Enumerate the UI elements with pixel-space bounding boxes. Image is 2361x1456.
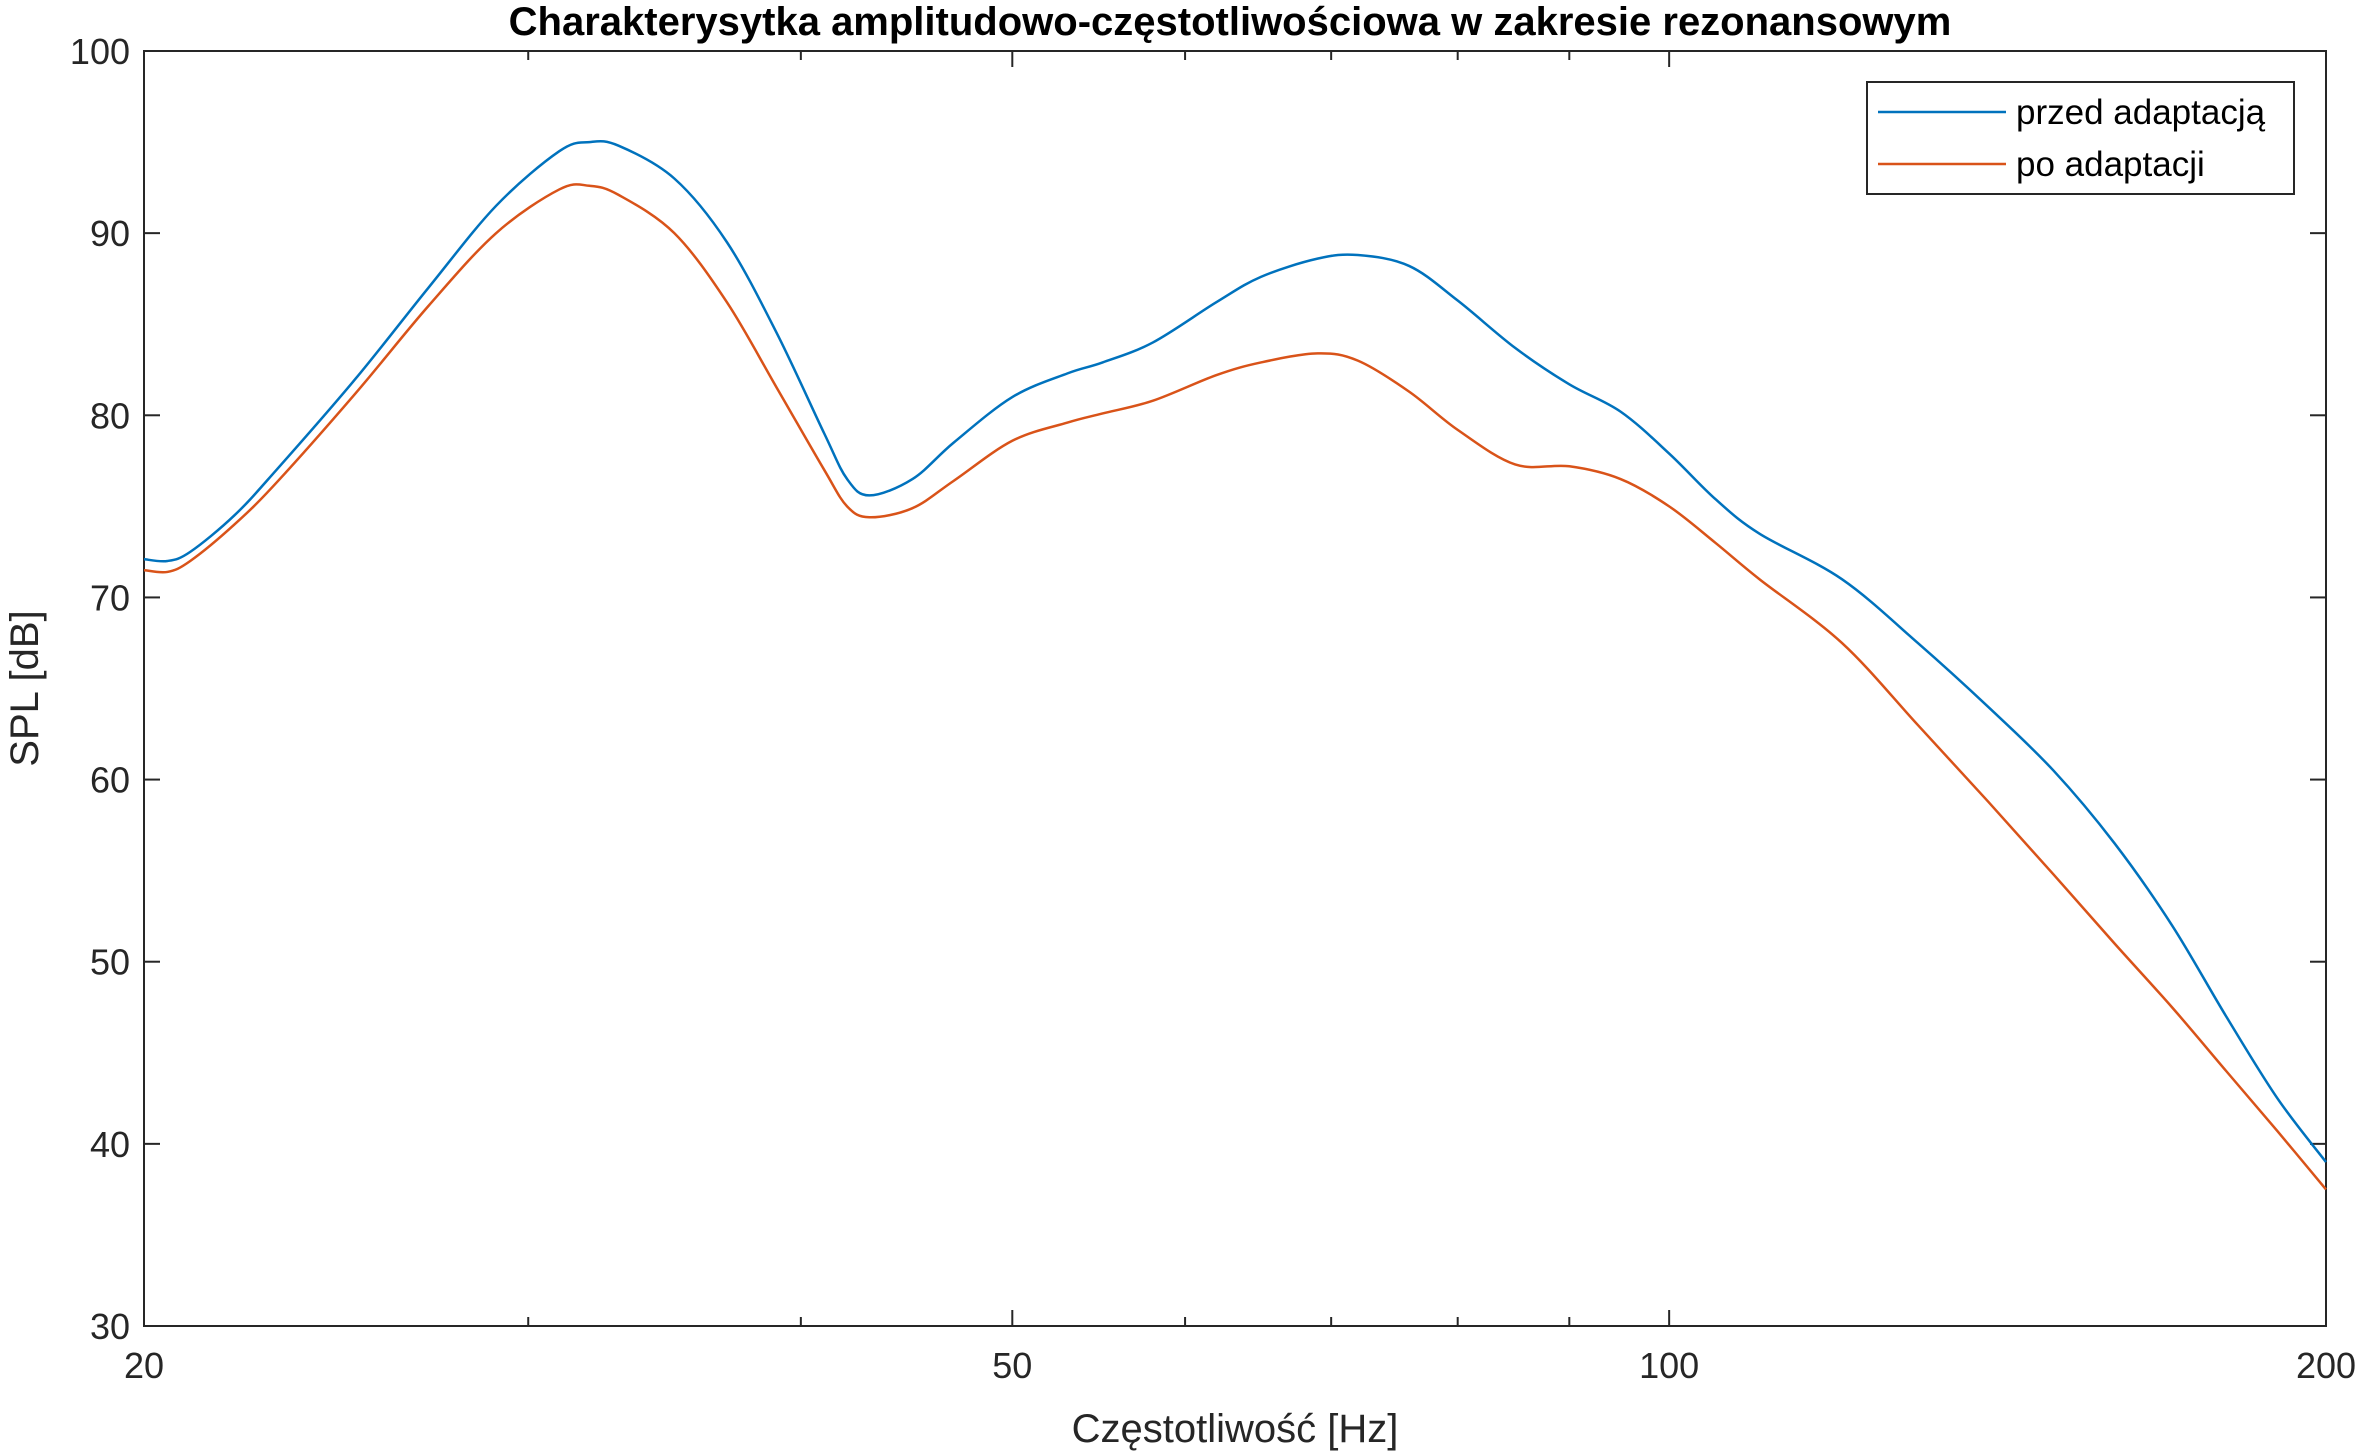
y-tick-label-70: 70 [90,577,130,618]
x-axis-label: Częstotliwość [Hz] [1072,1407,1399,1451]
axis-ticks: 20 50 100 200 30 40 50 60 70 80 90 100 [70,31,2356,1386]
y-tick-label-90: 90 [90,213,130,254]
chart-title: Charakterysytka amplitudowo-częstotliwoś… [509,0,1952,44]
series-line-po-adaptacji [143,183,2327,1191]
legend-label-przed-adaptacja: przed adaptacją [2016,93,2266,132]
x-tick-label-50: 50 [992,1345,1032,1386]
y-tick-label-60: 60 [90,760,130,801]
legend: przed adaptacją po adaptacji [1866,81,2295,195]
y-tick-label-80: 80 [90,395,130,436]
series-line-przed-adaptacja [143,139,2327,1163]
legend-label-po-adaptacji: po adaptacji [2016,145,2205,184]
legend-box [1866,81,2295,195]
plot-frame [143,50,2327,1327]
y-tick-label-50: 50 [90,942,130,983]
x-tick-label-20: 20 [124,1345,164,1386]
series-lines [143,139,2327,1191]
y-tick-label-100: 100 [70,31,130,72]
y-tick-label-30: 30 [90,1306,130,1347]
x-tick-label-100: 100 [1639,1345,1699,1386]
plot-area [143,50,2327,1327]
y-axis-label: SPL [dB] [3,610,47,766]
y-tick-label-40: 40 [90,1124,130,1165]
x-tick-label-200: 200 [2296,1345,2356,1386]
